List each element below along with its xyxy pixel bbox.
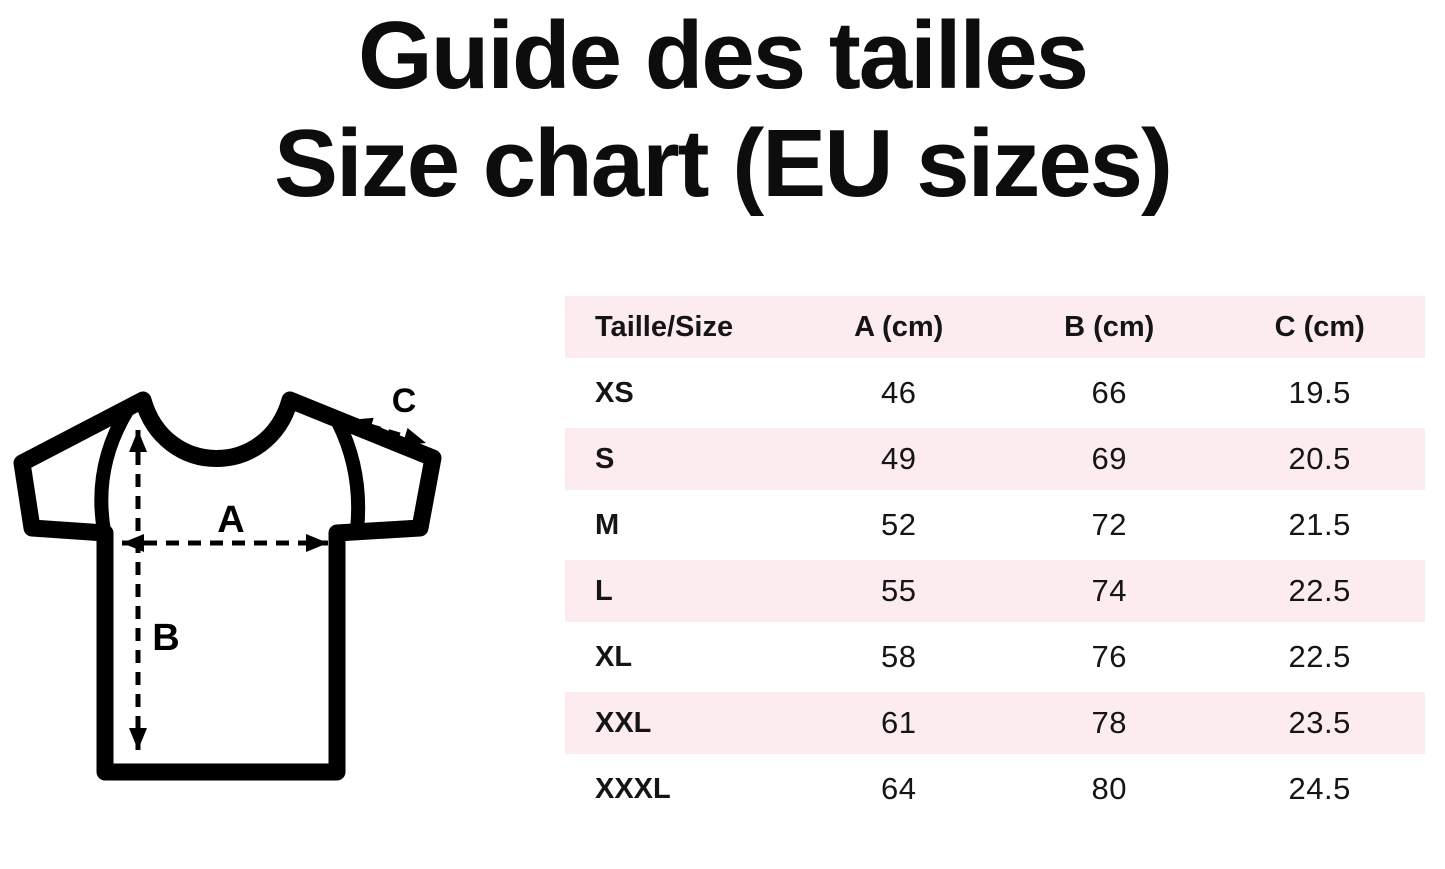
c-cell: 22.5 [1214, 626, 1425, 692]
col-header-a: A (cm) [793, 296, 1004, 362]
table-row: M 52 72 21.5 [565, 494, 1425, 560]
size-cell: M [565, 494, 794, 560]
armhole-seam-left [94, 404, 134, 538]
b-cell: 69 [1003, 428, 1215, 494]
size-cell: XL [565, 626, 794, 692]
c-cell: 20.5 [1214, 428, 1425, 494]
table-row: XL 58 76 22.5 [565, 626, 1425, 692]
a-cell: 64 [793, 758, 1004, 824]
a-cell: 58 [793, 626, 1004, 692]
b-cell: 66 [1003, 362, 1215, 428]
page-title-line-2: Size chart (EU sizes) [274, 110, 1173, 218]
table-row: XXXL 64 80 24.5 [565, 758, 1425, 824]
size-cell: S [565, 428, 794, 494]
measurement-label-c: C [392, 382, 417, 420]
b-cell: 80 [1003, 758, 1215, 824]
measurement-arrow-c [349, 417, 427, 446]
col-header-c: C (cm) [1214, 296, 1425, 362]
size-table: Taille/Size A (cm) B (cm) C (cm) XS 46 6… [565, 296, 1425, 824]
table-row: L 55 74 22.5 [565, 560, 1425, 626]
page-title: Guide des tailles Size chart (EU sizes) [0, 2, 1445, 219]
page-title-line-1: Guide des tailles [358, 2, 1089, 109]
col-header-b: B (cm) [1003, 296, 1215, 362]
table-row: XXL 61 78 23.5 [565, 692, 1425, 758]
b-cell: 78 [1003, 692, 1215, 758]
b-cell: 72 [1003, 494, 1215, 560]
a-cell: 46 [793, 362, 1004, 428]
tshirt-outline [13, 391, 442, 781]
a-cell: 52 [793, 494, 1004, 560]
table-row: XS 46 66 19.5 [565, 362, 1425, 428]
size-cell: XXL [565, 692, 794, 758]
c-cell: 23.5 [1214, 692, 1425, 758]
size-cell: L [565, 560, 794, 626]
tshirt-icon: A B C [13, 382, 442, 781]
c-cell: 19.5 [1214, 362, 1425, 428]
b-cell: 74 [1003, 560, 1215, 626]
size-cell: XXXL [565, 758, 794, 824]
size-cell: XS [565, 362, 794, 428]
c-cell: 24.5 [1214, 758, 1425, 824]
c-cell: 21.5 [1214, 494, 1425, 560]
measurement-label-a: A [217, 499, 244, 541]
tshirt-measurement-diagram: A B C [8, 382, 444, 794]
table-header-row: Taille/Size A (cm) B (cm) C (cm) [565, 296, 1425, 362]
measurement-label-b: B [152, 617, 179, 659]
a-cell: 55 [793, 560, 1004, 626]
a-cell: 49 [793, 428, 1004, 494]
c-cell: 22.5 [1214, 560, 1425, 626]
armhole-seam-right [331, 415, 366, 537]
table-row: S 49 69 20.5 [565, 428, 1425, 494]
b-cell: 76 [1003, 626, 1215, 692]
col-header-size: Taille/Size [565, 296, 794, 362]
a-cell: 61 [793, 692, 1004, 758]
